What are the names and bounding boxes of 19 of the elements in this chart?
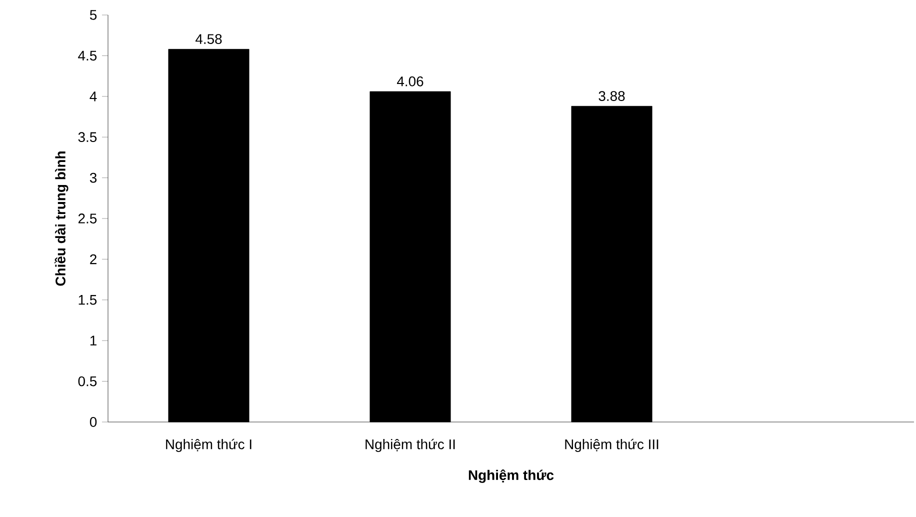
data-label: 4.06 <box>396 76 424 86</box>
y-tick-label: 5 <box>90 10 97 20</box>
y-tick-label: 0.5 <box>78 376 97 386</box>
y-tick-label: 2.5 <box>78 214 97 224</box>
x-tick-label: Nghiệm thức III <box>565 438 658 452</box>
y-tick-label: 4.5 <box>78 50 97 61</box>
data-label: 3.88 <box>598 91 625 101</box>
x-tick-label: Nghiệm thức I <box>166 438 252 452</box>
y-tick-label: 3 <box>90 172 97 183</box>
y-tick-label: 3.5 <box>78 132 97 142</box>
y-tick-label: 1 <box>90 336 96 346</box>
data-label: 4.58 <box>195 34 222 44</box>
y-tick-label: 2 <box>90 254 96 264</box>
y-tick-label: 4 <box>90 92 97 102</box>
y-tick-label: 0 <box>90 417 97 427</box>
y-axis-title: Chiều dài trung bình <box>54 152 68 286</box>
y-tick-label: 1.5 <box>78 295 97 305</box>
x-tick-label: Nghiệm thức II <box>366 438 455 452</box>
x-axis-title: Nghiệm thức <box>468 470 554 483</box>
